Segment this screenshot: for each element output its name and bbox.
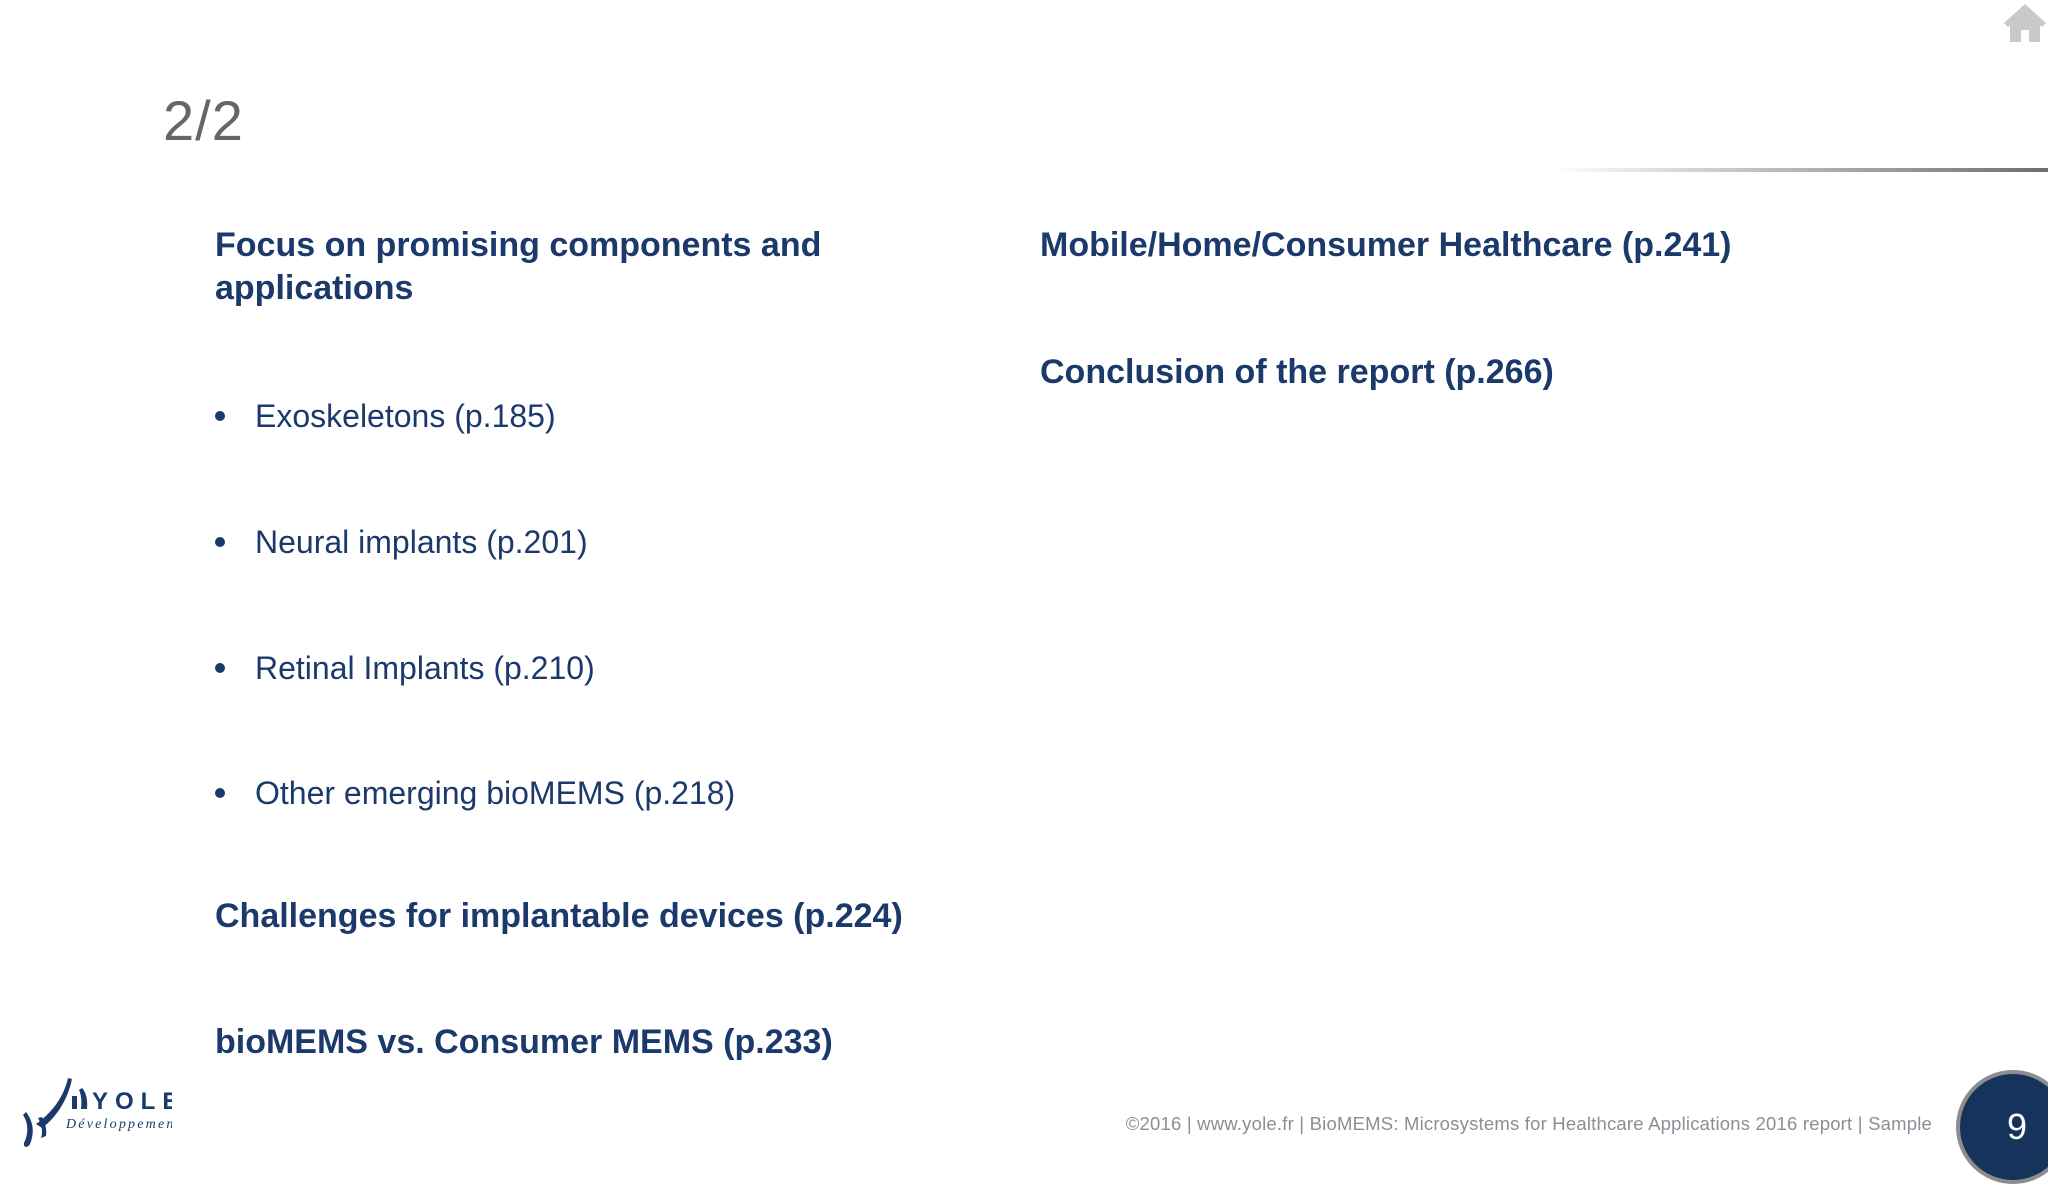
logo-swoosh-icon xyxy=(36,1078,72,1128)
divider-line xyxy=(1552,168,2048,172)
bullet-item: Other emerging bioMEMS (p.218) xyxy=(215,771,735,815)
bullet-icon xyxy=(215,411,225,421)
bullet-item: Retinal Implants (p.210) xyxy=(215,646,595,690)
right-column-item: Conclusion of the report (p.266) xyxy=(1040,353,1554,391)
left-column-heading: Focus on promising components and applic… xyxy=(215,226,822,308)
bullet-icon xyxy=(215,663,225,673)
bullet-item-label: Retinal Implants (p.210) xyxy=(255,649,595,686)
page-number-badge: 9 xyxy=(1956,1070,2048,1184)
logo-mark-icon xyxy=(79,1088,88,1109)
logo-wordmark: YOLE xyxy=(92,1088,172,1115)
logo-y-icon xyxy=(23,1112,33,1147)
page-number: 9 xyxy=(2006,1106,2028,1147)
bullet-item-label: Exoskeletons (p.185) xyxy=(255,397,556,434)
slide: 2/2 Focus on promising components and ap… xyxy=(22,4,2048,1184)
logo-mark-icon xyxy=(72,1096,77,1109)
bullet-item-label: Other emerging bioMEMS (p.218) xyxy=(255,774,736,811)
left-column-bold-item: bioMEMS vs. Consumer MEMS (p.233) xyxy=(215,1023,833,1061)
yole-logo: YOLE Développement xyxy=(22,1076,172,1150)
footer-text: ©2016 | www.yole.fr | BioMEMS: Microsyst… xyxy=(1125,1113,1932,1134)
bullet-icon xyxy=(215,788,225,798)
left-column-bold-item: Challenges for implantable devices (p.22… xyxy=(215,897,903,935)
bullet-icon xyxy=(215,537,225,547)
logo-subtitle: Développement xyxy=(65,1117,172,1132)
home-icon[interactable] xyxy=(2004,4,2046,44)
logo-y-icon xyxy=(38,1117,47,1138)
bullet-item-label: Neural implants (p.201) xyxy=(255,523,588,560)
bullet-item: Neural implants (p.201) xyxy=(215,520,588,564)
bullet-item: Exoskeletons (p.185) xyxy=(215,394,556,438)
page-indicator: 2/2 xyxy=(163,89,244,152)
right-column-item: Mobile/Home/Consumer Healthcare (p.241) xyxy=(1040,226,1732,264)
